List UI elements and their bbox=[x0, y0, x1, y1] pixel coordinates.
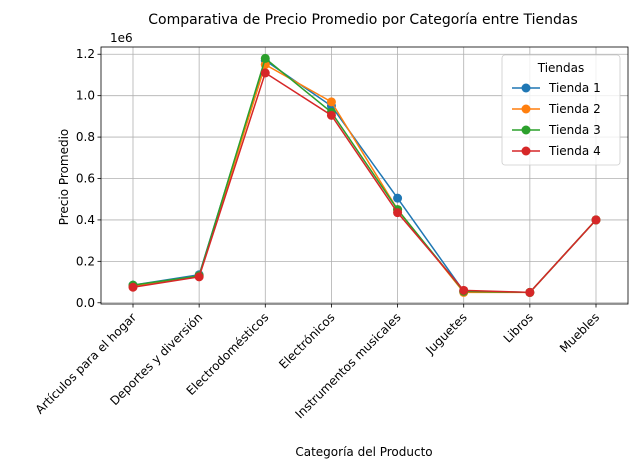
plot-frame bbox=[100, 46, 629, 305]
x-tick-label: Instrumentos musicales bbox=[293, 310, 404, 421]
legend-marker bbox=[521, 104, 531, 114]
legend-title: Tiendas bbox=[537, 61, 585, 75]
y-tick-label: 0.4 bbox=[76, 213, 95, 227]
x-tick-label: Electrónicos bbox=[276, 310, 337, 371]
legend-marker bbox=[521, 83, 531, 93]
y-tick-label: 0.2 bbox=[76, 254, 95, 268]
legend-label: Tienda 4 bbox=[548, 144, 601, 158]
x-axis-label: Categoría del Producto bbox=[295, 445, 432, 459]
legend: Tiendas Tienda 1 Tienda 2 Tienda 3 Tienda 4 bbox=[501, 54, 621, 166]
y-tick-label: 1.2 bbox=[76, 47, 95, 61]
series-line bbox=[132, 71, 597, 294]
data-point bbox=[128, 282, 138, 292]
chart-title: Comparativa de Precio Promedio por Categ… bbox=[148, 12, 578, 28]
data-point bbox=[194, 272, 204, 282]
x-tick-label: Muebles bbox=[557, 310, 602, 355]
data-point bbox=[591, 215, 601, 225]
legend-entry: Tienda 1 bbox=[512, 81, 601, 95]
data-point bbox=[260, 68, 270, 78]
legend-marker bbox=[521, 146, 531, 156]
y-axis-label: Precio Promedio bbox=[57, 129, 71, 226]
x-tick-label: Juguetes bbox=[422, 310, 469, 357]
y-axis-offset-label: 1e6 bbox=[110, 31, 133, 45]
legend-marker bbox=[521, 125, 531, 135]
data-point bbox=[326, 110, 336, 120]
legend-entry: Tienda 2 bbox=[512, 102, 601, 116]
legend-label: Tienda 1 bbox=[548, 81, 601, 95]
legend-label: Tienda 2 bbox=[548, 102, 601, 116]
series-4 bbox=[128, 68, 601, 297]
legend-label: Tienda 3 bbox=[548, 123, 601, 137]
x-tick-label: Libros bbox=[501, 310, 536, 345]
data-point bbox=[525, 287, 535, 297]
data-point bbox=[260, 53, 270, 63]
data-point bbox=[459, 285, 469, 295]
y-tick-label: 0.6 bbox=[76, 172, 95, 186]
series-layer bbox=[128, 53, 601, 297]
legend-entry: Tienda 4 bbox=[512, 144, 601, 158]
legend-entry: Tienda 3 bbox=[512, 123, 601, 137]
y-tick-label: 0.8 bbox=[76, 130, 95, 144]
y-tick-label: 1.0 bbox=[76, 89, 95, 103]
data-point bbox=[393, 193, 403, 203]
y-tick-label: 0.0 bbox=[76, 296, 95, 310]
data-point bbox=[393, 208, 403, 218]
data-point bbox=[326, 97, 336, 107]
legend-box bbox=[501, 54, 621, 166]
